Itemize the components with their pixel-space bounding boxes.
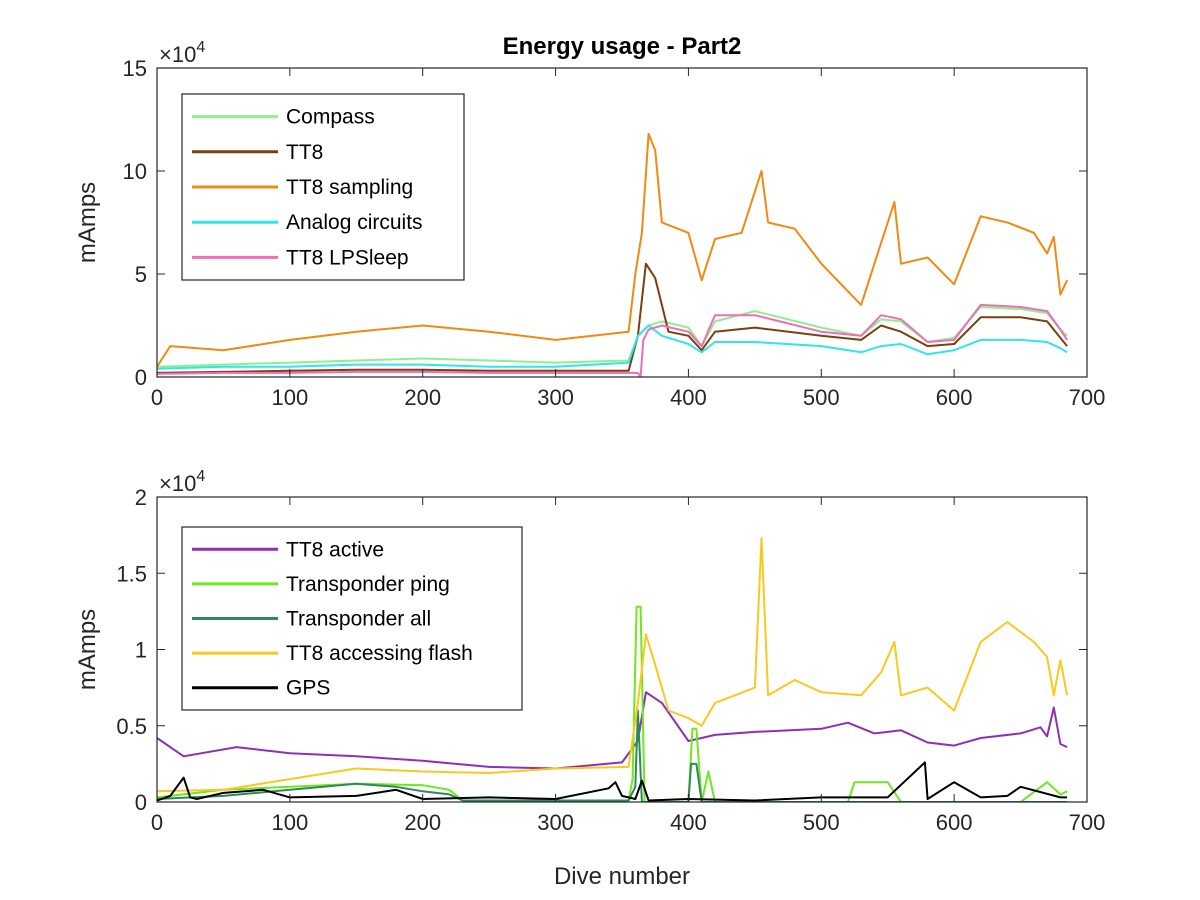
x-tick-label: 0: [151, 385, 163, 410]
x-axis-label: Dive number: [554, 863, 690, 890]
x-tick-label: 300: [537, 810, 574, 835]
series-group: [157, 132, 1069, 377]
x-tick-label: 200: [404, 385, 441, 410]
x-tick-label: 300: [537, 385, 574, 410]
y-axis-label: mAmps: [74, 609, 101, 690]
x-tick-label: 700: [1069, 810, 1106, 835]
series-line-tt8: [157, 262, 1068, 374]
bottom-chart: 0 100 200 300 400 500 600 700 0 0.5 1 1.5 2 ×104 mAmps…: [74, 468, 1105, 890]
series-line-gps: [157, 761, 1068, 802]
y-tick-label: 2: [135, 485, 147, 510]
series-line-tt8-sampling: [157, 132, 1069, 368]
legend-entry: Transponder all: [286, 608, 431, 631]
series-line-transponder-all: [157, 709, 1068, 802]
y-exponent-label: ×104: [159, 39, 205, 67]
y-tick-label: 15: [123, 56, 147, 81]
x-tick-label: 500: [803, 385, 840, 410]
legend-entry: Analog circuits: [286, 211, 423, 234]
series-line-tt8-active: [157, 691, 1068, 770]
x-tick-label: 400: [670, 385, 707, 410]
axes-box: [156, 67, 1088, 378]
series-group: [157, 537, 1069, 802]
x-tick-label: 100: [271, 810, 308, 835]
series-line-tt8-accessing-flash: [157, 537, 1069, 793]
legend: TT8 active Transponder ping Transponder al…: [181, 526, 523, 711]
x-tick-label: 600: [936, 810, 973, 835]
x-tick-label: 600: [936, 385, 973, 410]
y-tick-label: 10: [123, 159, 147, 184]
x-tick-label: 100: [271, 385, 308, 410]
y-axis-label: mAmps: [74, 182, 101, 263]
y-tick-label: 1: [135, 638, 147, 663]
y-tick-label: 1.5: [116, 561, 147, 586]
legend-entry: TT8 sampling: [286, 176, 413, 199]
y-tick-label: 0: [135, 790, 147, 815]
x-tick-label: 500: [803, 810, 840, 835]
y-tick-label: 0: [135, 365, 147, 390]
y-tick-label: 5: [135, 262, 147, 287]
x-tick-label: 0: [151, 810, 163, 835]
legend-entry: TT8: [286, 141, 323, 164]
legend-entry: TT8 active: [286, 538, 384, 561]
legend: Compass TT8 TT8 sampling Analog circuits TT8…: [181, 93, 465, 281]
legend-entry: TT8 accessing flash: [286, 642, 473, 665]
x-tick-label: 400: [670, 810, 707, 835]
legend-entry: GPS: [286, 677, 330, 700]
series-line-analog-circuits: [157, 324, 1068, 370]
y-exponent-label: ×104: [159, 468, 205, 496]
x-tick-label: 700: [1069, 385, 1106, 410]
legend-entry: Compass: [286, 106, 375, 129]
y-tick-label: 0.5: [116, 714, 147, 739]
top-chart: 0 100 200 300 400 500 600 700 0 5 10 15 ×104 Energy u…: [74, 33, 1105, 410]
legend-entry: TT8 LPSleep: [286, 246, 409, 269]
chart-title: Energy usage - Part2: [503, 33, 742, 60]
series-line-tt8-lpsleep: [157, 303, 1068, 377]
legend-entry: Transponder ping: [286, 573, 450, 596]
x-tick-label: 200: [404, 810, 441, 835]
